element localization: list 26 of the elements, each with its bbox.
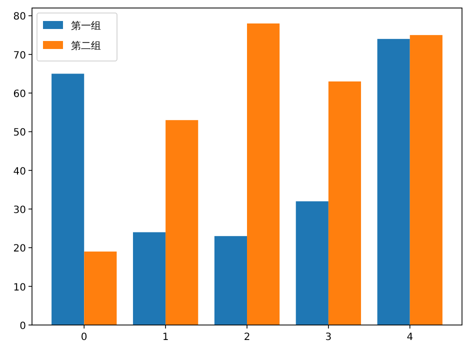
x-tick-label: 4 bbox=[406, 332, 414, 343]
bar bbox=[247, 23, 280, 325]
bar bbox=[214, 236, 247, 325]
y-tick-label: 0 bbox=[20, 321, 26, 332]
x-tick-label: 2 bbox=[244, 332, 250, 343]
bar bbox=[84, 252, 117, 325]
y-tick-label: 40 bbox=[13, 166, 26, 178]
y-tick-label: 10 bbox=[13, 282, 26, 294]
legend-label: 第一组 bbox=[71, 20, 101, 32]
bar bbox=[166, 120, 198, 325]
x-tick-label: 0 bbox=[80, 332, 88, 343]
bar bbox=[296, 201, 328, 325]
x-tick-label: 3 bbox=[325, 332, 332, 343]
bar bbox=[377, 38, 410, 325]
y-tick-label: 20 bbox=[13, 244, 26, 255]
bar bbox=[328, 81, 362, 325]
y-tick-label: 60 bbox=[13, 89, 26, 100]
y-tick-label: 50 bbox=[13, 128, 26, 139]
y-tick-label: 30 bbox=[13, 205, 26, 216]
y-tick-label: 80 bbox=[13, 12, 26, 23]
bar bbox=[52, 74, 84, 325]
bar bbox=[132, 232, 166, 325]
y-tick-label: 70 bbox=[13, 50, 26, 62]
x-tick-label: 1 bbox=[162, 332, 169, 343]
legend-label: 第二组 bbox=[71, 40, 101, 52]
bar bbox=[410, 35, 442, 325]
